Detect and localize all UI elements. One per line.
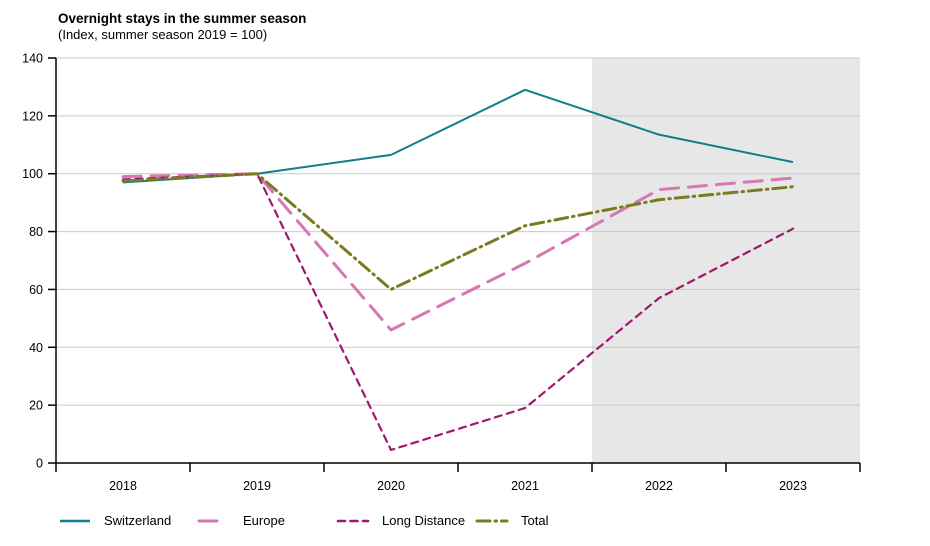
- legend-item-europe: Europe: [197, 513, 336, 528]
- chart-title: Overnight stays in the summer season: [58, 11, 307, 26]
- legend-item-switzerland: Switzerland: [58, 513, 197, 528]
- legend-marker-total-line: [475, 519, 509, 522]
- legend-marker-switzerland-line: [60, 519, 90, 522]
- y-tick-label: 120: [22, 109, 43, 123]
- chart-subtitle: (Index, summer season 2019 = 100): [58, 27, 268, 42]
- x-tick-label: 2019: [243, 479, 271, 493]
- y-tick-label: 0: [36, 457, 43, 471]
- legend-marker-europe-line: [197, 519, 227, 522]
- legend-marker-long-distance-line: [336, 519, 370, 522]
- legend-label-long-distance: Long Distance: [382, 513, 466, 528]
- legend-label-switzerland: Switzerland: [104, 513, 172, 528]
- y-tick-label: 100: [22, 167, 43, 181]
- legend-label-europe: Europe: [243, 513, 285, 528]
- x-tick-label: 2022: [645, 479, 673, 493]
- legend-label-total: Total: [521, 513, 549, 528]
- series-line-total: [121, 172, 795, 291]
- x-tick-label: 2020: [377, 479, 405, 493]
- legend-item-total: Total: [475, 513, 548, 528]
- legend-item-long-distance: Long Distance: [336, 513, 475, 528]
- line-chart-canvas: 0 20 40 60 80 100 120 140 2018 2019 2020 2021 2022 20…: [22, 52, 861, 493]
- y-tick-label: 80: [29, 225, 43, 239]
- x-tick-label: 2018: [109, 479, 137, 493]
- y-tick-label: 60: [29, 283, 43, 297]
- x-tick-label: 2021: [511, 479, 539, 493]
- y-tick-label: 20: [29, 399, 43, 413]
- forecast-shaded-region: [592, 58, 860, 463]
- chart-legend: Switzerland Europe Long Distance Total: [58, 513, 548, 528]
- x-tick-label: 2023: [779, 479, 807, 493]
- y-tick-label: 140: [22, 52, 43, 66]
- y-tick-label: 40: [29, 341, 43, 355]
